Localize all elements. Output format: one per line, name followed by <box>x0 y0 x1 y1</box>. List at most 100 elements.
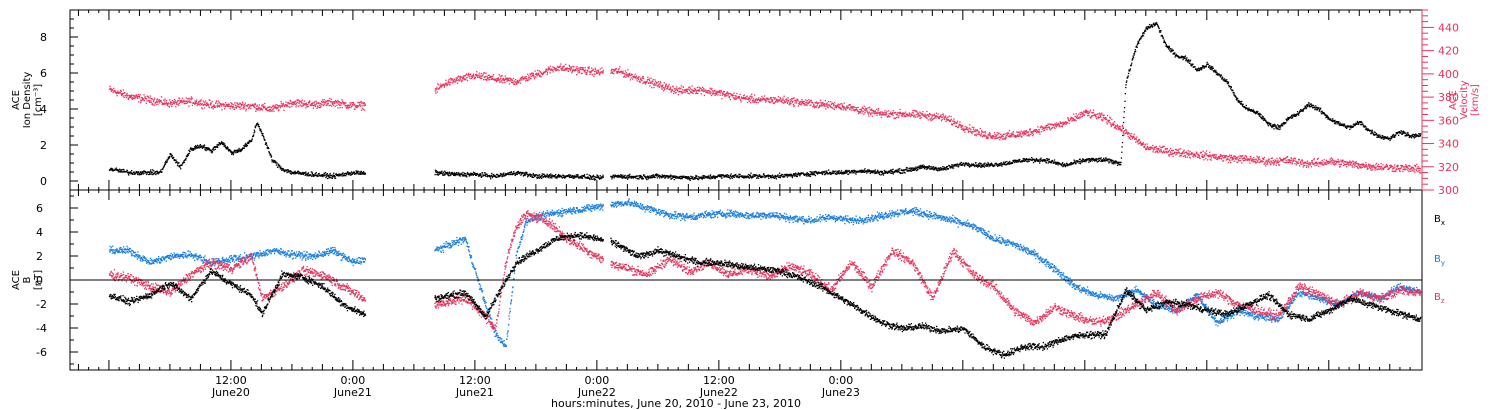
velocity-series-point <box>973 126 975 129</box>
velocity-series-point <box>856 109 858 111</box>
velocity-series-point <box>751 93 753 95</box>
velocity-series-point <box>1168 155 1170 157</box>
velocity-series-point <box>198 100 201 102</box>
velocity-series-point <box>1283 161 1285 164</box>
velocity-series-point <box>688 89 691 91</box>
velocity-series-point <box>582 67 584 69</box>
velocity-series-point <box>454 78 456 81</box>
velocity-series-point <box>516 79 518 82</box>
velocity-series-point <box>451 78 453 80</box>
velocity-series-point <box>118 92 120 94</box>
density-series-point <box>153 170 155 172</box>
velocity-series-point <box>979 133 981 136</box>
velocity-series-point <box>954 121 956 124</box>
velocity-series-point <box>729 99 732 101</box>
velocity-series-point <box>122 89 125 91</box>
velocity-series-point <box>723 90 725 93</box>
velocity-series-point <box>154 97 156 99</box>
velocity-series-point <box>691 89 693 91</box>
velocity-series-point <box>757 98 760 100</box>
velocity-series-point <box>863 105 865 107</box>
velocity-series-point <box>133 97 136 100</box>
density-series-point <box>270 154 272 156</box>
velocity-series-point <box>516 83 518 85</box>
velocity-series-point <box>844 107 846 109</box>
velocity-series-point <box>158 101 160 103</box>
velocity-series-point <box>1172 149 1174 151</box>
velocity-series-point <box>207 103 209 105</box>
velocity-series-point <box>689 88 691 90</box>
velocity-series-point <box>332 101 334 103</box>
density-series-point <box>265 143 268 145</box>
velocity-series-point <box>968 130 970 132</box>
velocity-series-point <box>839 106 841 109</box>
velocity-series-point <box>883 114 885 116</box>
velocity-series-point <box>778 99 780 101</box>
velocity-series-point <box>599 73 601 75</box>
density-series-point <box>326 175 328 177</box>
velocity-series-point <box>925 117 927 119</box>
velocity-series-point <box>270 107 273 109</box>
velocity-series-point <box>1165 150 1167 152</box>
velocity-series-point <box>590 72 592 74</box>
density-series-point <box>485 175 487 177</box>
velocity-series-point <box>152 103 154 105</box>
velocity-series-point <box>1151 147 1154 149</box>
velocity-series-point <box>483 72 485 74</box>
velocity-series-point <box>1015 136 1017 138</box>
velocity-series-point <box>842 105 844 107</box>
velocity-series-point <box>190 99 192 101</box>
velocity-series-point <box>306 106 309 108</box>
velocity-series-point <box>1113 123 1115 125</box>
velocity-series-point <box>464 78 466 80</box>
velocity-series-point <box>150 100 152 102</box>
velocity-series-point <box>635 75 638 77</box>
velocity-series-point <box>719 92 722 94</box>
velocity-series-point <box>680 85 682 87</box>
velocity-series-point <box>252 104 254 106</box>
velocity-series-point <box>137 96 139 98</box>
velocity-series-point <box>146 100 148 102</box>
velocity-series-point <box>145 97 147 100</box>
velocity-series-point <box>1234 155 1236 158</box>
velocity-series-point <box>196 99 198 101</box>
velocity-series-point <box>231 106 233 108</box>
velocity-series-point <box>836 104 839 107</box>
velocity-series-point <box>1072 118 1075 120</box>
velocity-series-point <box>1085 109 1088 112</box>
velocity-series-point <box>339 101 342 104</box>
velocity-series-point <box>1017 134 1019 136</box>
velocity-series-point <box>576 74 578 76</box>
velocity-series-point <box>243 105 245 107</box>
density-series-point <box>530 174 533 176</box>
velocity-series-point <box>956 122 958 124</box>
velocity-series-point <box>321 100 323 103</box>
velocity-series-point <box>1415 165 1417 168</box>
velocity-series-point <box>194 103 196 105</box>
velocity-series-point <box>545 68 548 71</box>
velocity-series-point <box>627 69 629 71</box>
velocity-series-point <box>1020 130 1022 132</box>
velocity-series-point <box>1322 161 1324 163</box>
velocity-series-point <box>490 76 492 78</box>
velocity-series-point <box>630 74 632 76</box>
velocity-series-point <box>484 78 486 81</box>
velocity-series-point <box>1328 160 1330 162</box>
velocity-series-point <box>331 101 333 103</box>
velocity-series-point <box>786 102 788 104</box>
density-series-point <box>128 174 130 176</box>
velocity-series-point <box>868 106 871 108</box>
velocity-series-point <box>751 96 753 98</box>
velocity-series-point <box>856 107 858 109</box>
velocity-series-point <box>133 94 135 97</box>
velocity-series-point <box>119 91 121 93</box>
velocity-series-point <box>1226 155 1228 157</box>
velocity-series-point <box>1133 133 1135 135</box>
velocity-series-point <box>1402 170 1404 173</box>
velocity-series-point <box>434 90 436 92</box>
velocity-series-point <box>483 76 485 79</box>
velocity-series-point <box>757 102 759 104</box>
velocity-series-point <box>499 79 501 81</box>
velocity-series-point <box>310 104 312 106</box>
velocity-series-point <box>530 75 532 78</box>
